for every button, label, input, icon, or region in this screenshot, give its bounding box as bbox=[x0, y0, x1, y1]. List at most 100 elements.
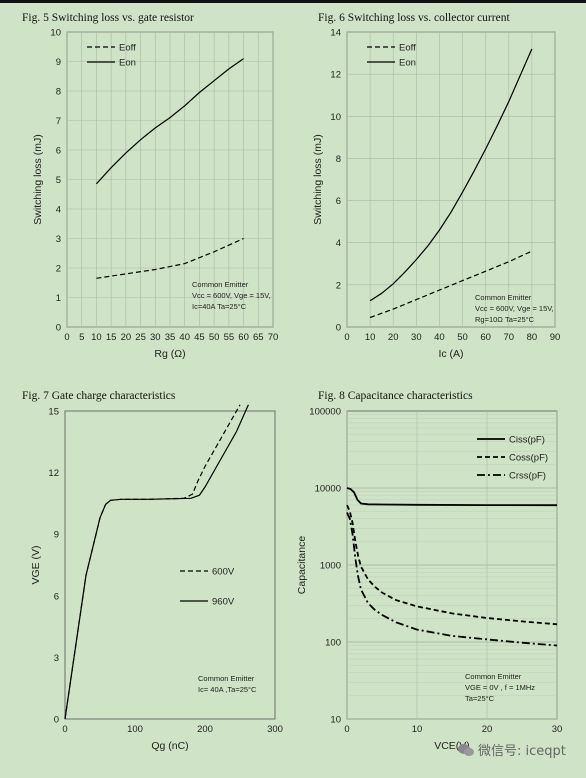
x-tick-label: 55 bbox=[224, 332, 235, 343]
x-tick-label: 65 bbox=[253, 332, 264, 343]
fig6-title: Fig. 6 Switching loss vs. collector curr… bbox=[318, 12, 510, 24]
x-tick-label: 200 bbox=[197, 724, 213, 735]
y-tick-label: 9 bbox=[54, 530, 59, 541]
annotation-line: Vcc = 600V, Vge = 15V, bbox=[192, 291, 271, 300]
series-line-cisspf bbox=[346, 487, 558, 507]
x-tick-label: 0 bbox=[344, 332, 349, 343]
x-tick-label: 10 bbox=[412, 724, 423, 735]
y-tick-label: 6 bbox=[336, 196, 341, 207]
x-axis-label: Qg (nC) bbox=[151, 740, 188, 752]
y-tick-label: 2 bbox=[56, 264, 61, 275]
x-tick-label: 70 bbox=[503, 332, 514, 343]
y-tick-label: 3 bbox=[54, 653, 59, 664]
y-tick-label: 100000 bbox=[309, 407, 341, 418]
annotation-line: Common Emitter bbox=[475, 293, 532, 302]
y-tick-label: 10 bbox=[50, 28, 61, 39]
y-tick-label: 15 bbox=[48, 407, 59, 418]
y-tick-label: 5 bbox=[56, 175, 61, 186]
y-tick-label: 0 bbox=[54, 715, 59, 726]
y-tick-label: 8 bbox=[56, 87, 61, 98]
top-rule bbox=[0, 0, 586, 3]
plot-area bbox=[346, 31, 556, 328]
annotation-line: Rg=10Ω Ta=25°C bbox=[475, 315, 535, 324]
y-tick-label: 1 bbox=[56, 293, 61, 304]
x-tick-label: 10 bbox=[91, 332, 102, 343]
x-tick-label: 60 bbox=[238, 332, 249, 343]
series-line-eon bbox=[95, 58, 244, 185]
fig7-title: Fig. 7 Gate charge characteristics bbox=[22, 390, 176, 402]
x-tick-label: 80 bbox=[527, 332, 538, 343]
y-tick-label: 12 bbox=[48, 468, 59, 479]
y-tick-label: 12 bbox=[330, 70, 341, 81]
x-tick-label: 10 bbox=[365, 332, 376, 343]
legend-label: Eon bbox=[119, 58, 136, 69]
x-axis-label: Ic (A) bbox=[438, 348, 463, 360]
series-line-960v bbox=[64, 404, 249, 720]
y-tick-label: 10000 bbox=[315, 484, 341, 495]
x-tick-label: 0 bbox=[64, 332, 69, 343]
x-tick-label: 20 bbox=[482, 724, 493, 735]
annotation-line: Vcc = 600V, Vge = 15V, bbox=[475, 304, 554, 313]
x-tick-label: 30 bbox=[552, 724, 563, 735]
y-tick-label: 2 bbox=[336, 280, 341, 291]
y-tick-label: 6 bbox=[54, 591, 59, 602]
annotation-line: Common Emitter bbox=[198, 674, 255, 683]
series-line-crsspf bbox=[346, 512, 558, 647]
x-tick-label: 20 bbox=[121, 332, 132, 343]
legend-label: 960V bbox=[212, 597, 235, 608]
annotation-line: Common Emitter bbox=[192, 280, 249, 289]
y-tick-label: 0 bbox=[336, 323, 341, 334]
series-line-eoff bbox=[96, 237, 244, 279]
x-tick-label: 50 bbox=[209, 332, 220, 343]
x-tick-label: 50 bbox=[457, 332, 468, 343]
y-tick-label: 10 bbox=[330, 715, 341, 726]
legend-label: Eoff bbox=[399, 43, 416, 54]
y-axis-label: Capacitance bbox=[296, 536, 308, 595]
y-axis-label: Switching loss (mJ) bbox=[312, 134, 324, 224]
x-tick-label: 35 bbox=[165, 332, 176, 343]
x-tick-label: 40 bbox=[179, 332, 190, 343]
x-tick-label: 90 bbox=[550, 332, 561, 343]
legend-label: 600V bbox=[212, 567, 235, 578]
x-tick-label: 70 bbox=[268, 332, 279, 343]
fig8-title: Fig. 8 Capacitance characteristics bbox=[318, 390, 473, 402]
x-tick-label: 100 bbox=[127, 724, 143, 735]
y-tick-label: 8 bbox=[336, 154, 341, 165]
x-axis-label: Rg (Ω) bbox=[154, 348, 185, 360]
legend-label: Crss(pF) bbox=[509, 471, 546, 482]
y-tick-label: 6 bbox=[56, 146, 61, 157]
watermark: 微信号: iceqpt bbox=[458, 740, 566, 759]
y-tick-label: 100 bbox=[325, 638, 341, 649]
legend-label: Ciss(pF) bbox=[509, 435, 545, 446]
y-tick-label: 3 bbox=[56, 234, 61, 245]
annotation-line: Ic= 40A ,Ta=25°C bbox=[198, 685, 257, 694]
x-tick-label: 5 bbox=[79, 332, 84, 343]
y-tick-label: 4 bbox=[336, 238, 341, 249]
y-axis-label: Switching loss (mJ) bbox=[32, 134, 44, 224]
x-tick-label: 300 bbox=[267, 724, 283, 735]
y-tick-label: 0 bbox=[56, 323, 61, 334]
x-tick-label: 0 bbox=[62, 724, 67, 735]
x-tick-label: 45 bbox=[194, 332, 205, 343]
y-tick-label: 14 bbox=[330, 28, 341, 39]
annotation-line: VGE = 0V , f = 1MHz bbox=[465, 683, 535, 692]
y-tick-label: 9 bbox=[56, 57, 61, 68]
annotation-line: Ta=25°C bbox=[465, 694, 495, 703]
x-tick-label: 60 bbox=[480, 332, 491, 343]
x-tick-label: 25 bbox=[135, 332, 146, 343]
annotation-line: Ic=40A Ta=25°C bbox=[192, 302, 247, 311]
series-line-eon bbox=[369, 48, 533, 302]
y-tick-label: 10 bbox=[330, 112, 341, 123]
plot-area bbox=[64, 410, 276, 720]
x-tick-label: 40 bbox=[434, 332, 445, 343]
y-tick-label: 1000 bbox=[320, 561, 341, 572]
x-tick-label: 15 bbox=[106, 332, 117, 343]
x-tick-label: 30 bbox=[411, 332, 422, 343]
legend-label: Coss(pF) bbox=[509, 453, 548, 464]
series-line-cosspf bbox=[346, 504, 558, 626]
y-tick-label: 4 bbox=[56, 205, 61, 216]
